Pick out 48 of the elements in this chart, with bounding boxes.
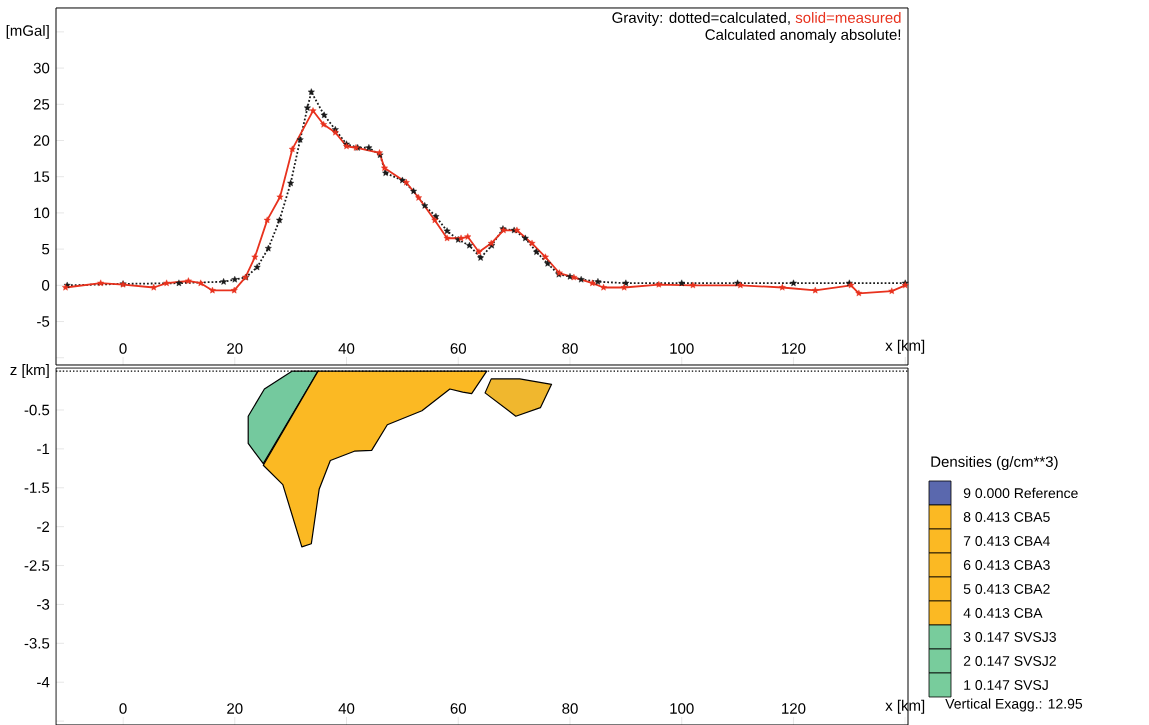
text: Densities (g/cm**3) — [931, 456, 1058, 470]
annotation: Gravity: dotted=calculated, — [612, 11, 790, 26]
category-label: 1 0.147 SVSJ — [964, 680, 1048, 690]
category-label: 5 0.413 CBA2 — [963, 584, 1050, 594]
y-tick-label: -1 — [37, 443, 50, 455]
y-tick-label: 20 — [33, 135, 50, 146]
y-tick-label: -4 — [37, 677, 50, 688]
text: Vertical Exagg.: 12.95 — [945, 698, 1083, 712]
y-tick-label: 10 — [34, 207, 50, 219]
annotation: Calculated anomaly absolute! — [705, 28, 901, 43]
annotation: solid=measured — [795, 11, 901, 23]
x-tick-label: 40 — [338, 703, 355, 714]
y-tick-label: [mGal] — [6, 24, 49, 39]
x-tick-label: 20 — [227, 343, 243, 354]
category-label: 9 0.000 Reference — [963, 487, 1078, 499]
y-tick-label: 15 — [34, 171, 50, 182]
y-tick-label: -2.5 — [24, 560, 50, 571]
category-label: 3 0.147 SVSJ3 — [963, 632, 1056, 642]
x-tick-label: 100 — [670, 343, 694, 354]
category-label: 7 0.413 CBA4 — [963, 536, 1050, 546]
x-tick-label: 0 — [119, 703, 127, 714]
y-tick-label: -3.5 — [24, 638, 50, 649]
x-tick-label: 80 — [562, 703, 578, 714]
x-tick-label: 20 — [227, 703, 243, 714]
x-tick-label: 120 — [782, 343, 806, 354]
y-tick-label: -2 — [37, 521, 50, 532]
category-label: 6 0.413 CBA3 — [963, 560, 1050, 570]
x-tick-label: 40 — [338, 343, 355, 354]
y-tick-label: 25 — [33, 98, 50, 110]
y-tick-label: 5 — [42, 243, 50, 255]
x-tick-label: 60 — [450, 703, 467, 714]
x-tick-label: 100 — [670, 703, 694, 714]
y-tick-label: -1.5 — [24, 482, 50, 493]
x-tick-label: 0 — [119, 343, 127, 354]
x-tick-label: x [km] — [885, 699, 925, 714]
y-tick-label: -5 — [37, 316, 50, 327]
category-label: 2 0.147 SVSJ2 — [963, 656, 1056, 666]
category-label: 4 0.413 CBA — [963, 608, 1043, 618]
x-tick-label: 80 — [562, 343, 578, 354]
x-tick-label: 120 — [782, 703, 806, 714]
x-tick-label: 60 — [450, 343, 467, 354]
y-tick-label: z [km] — [10, 364, 49, 379]
y-tick-label: 0 — [42, 280, 50, 291]
y-tick-label: -0.5 — [24, 404, 50, 416]
x-tick-label: x [km] — [885, 339, 925, 354]
y-tick-label: -3 — [37, 599, 50, 610]
category-label: 8 0.413 CBA5 — [963, 512, 1050, 522]
y-tick-label: 30 — [33, 62, 50, 74]
